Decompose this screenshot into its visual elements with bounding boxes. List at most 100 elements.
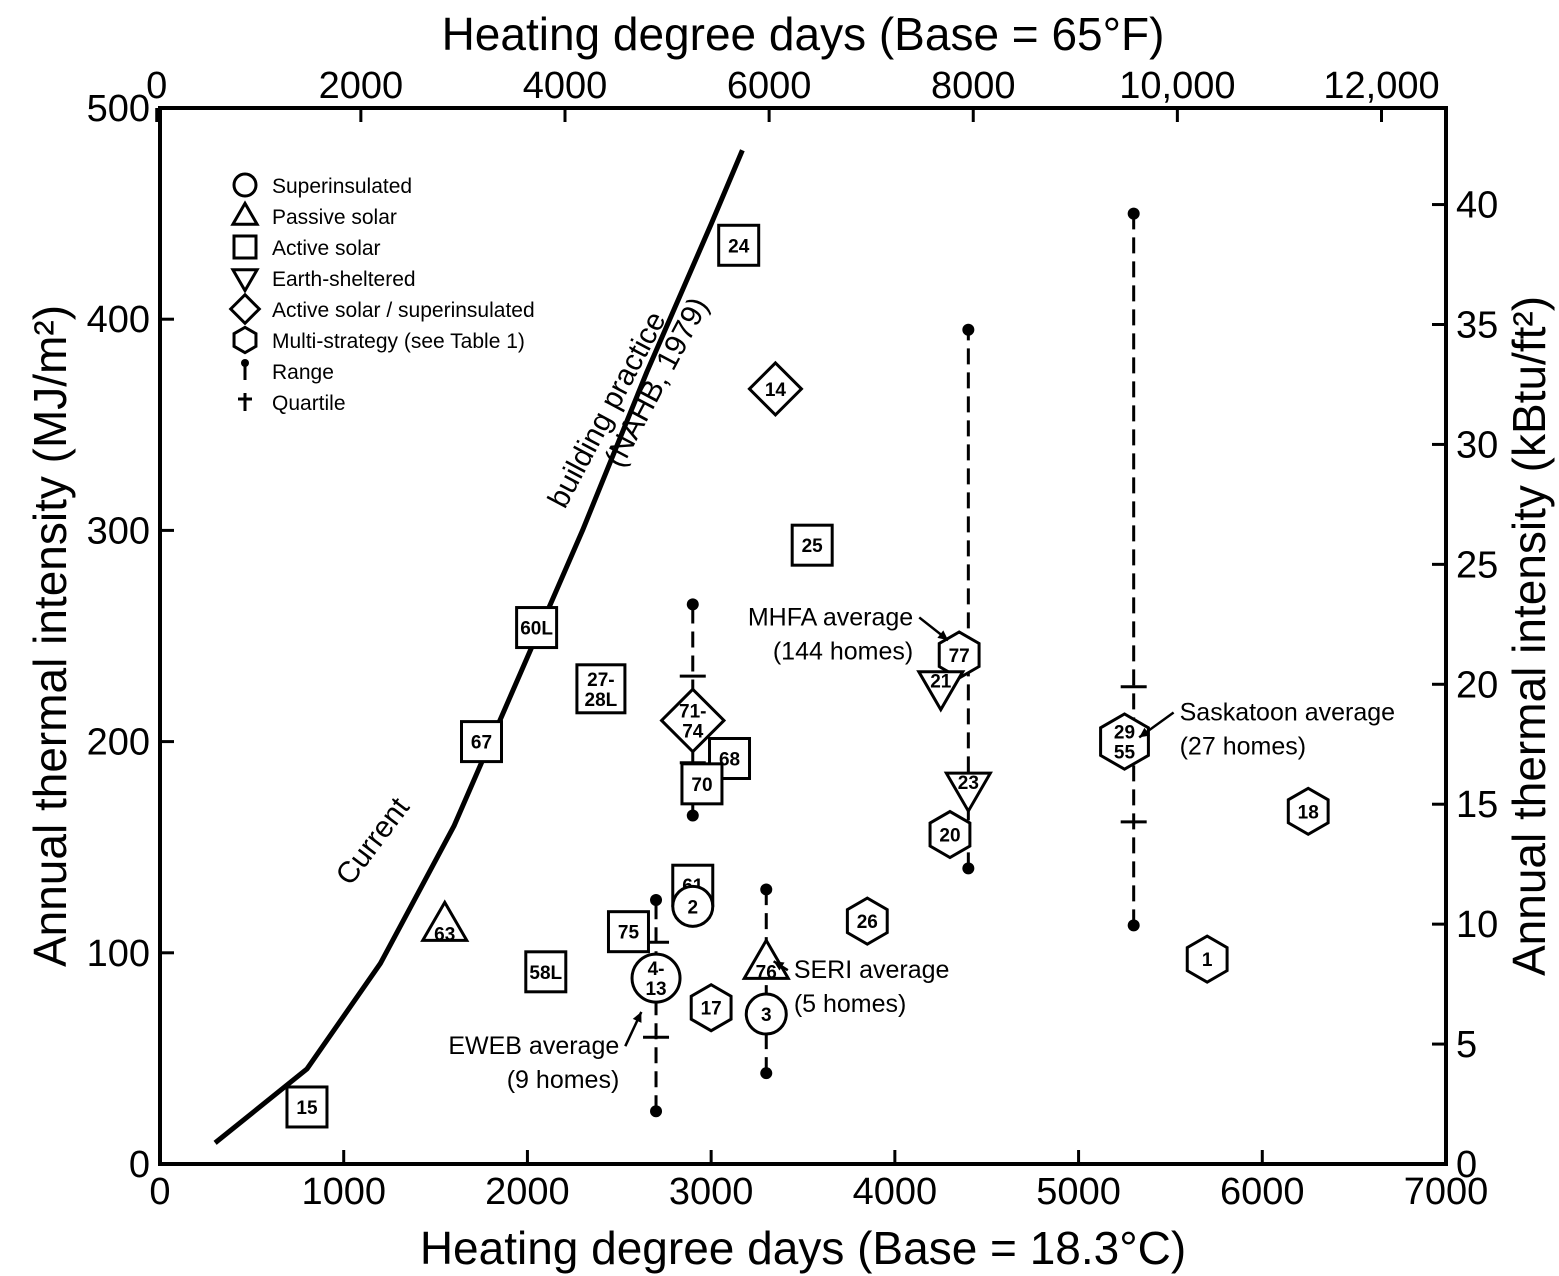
point-label: 70 — [691, 775, 712, 796]
y-tick-label-right: 40 — [1456, 185, 1498, 227]
point-label: 76 — [756, 962, 777, 983]
y-tick-label-right: 30 — [1456, 424, 1498, 466]
legend-diamond-symbol — [228, 292, 262, 326]
x-tick-label-bottom: 7000 — [1404, 1171, 1489, 1213]
annotation-label: EWEB average — [448, 1032, 619, 1060]
y-tick-label-right: 5 — [1456, 1024, 1477, 1066]
point-label: 26 — [857, 912, 878, 933]
point-label: 18 — [1298, 802, 1319, 823]
y-tick-label-right: 35 — [1456, 304, 1498, 346]
x-tick-label-top: 8000 — [931, 65, 1016, 107]
point-square — [790, 523, 834, 567]
point-label: 24 — [728, 236, 750, 257]
point-square — [575, 663, 627, 715]
point-label: 74 — [682, 721, 704, 742]
annotation-arrowhead — [632, 1011, 642, 1023]
point-hexagon — [1286, 786, 1330, 837]
legend-label: Passive solar — [272, 206, 397, 229]
range-max-dot — [686, 598, 699, 611]
point-label: 20 — [939, 826, 960, 847]
point-hexagon — [845, 896, 889, 946]
x-tick-label-bottom: 3000 — [669, 1171, 754, 1213]
range-min-dot — [962, 862, 975, 875]
legend-hexagon-symbol — [232, 325, 258, 355]
y-tick-label-left: 100 — [87, 933, 150, 975]
annotation-label: (27 homes) — [1180, 732, 1306, 760]
x-tick-label-bottom: 5000 — [1036, 1171, 1121, 1213]
point-triangle — [420, 899, 470, 942]
legend-range-dot — [241, 359, 249, 367]
point-label: 77 — [949, 646, 970, 667]
point-label: 60L — [520, 619, 553, 640]
point-label: 63 — [434, 924, 455, 945]
range-min-dot — [1127, 919, 1140, 932]
annotation-label: MHFA average — [748, 603, 913, 631]
x-tick-label-bottom: 2000 — [485, 1171, 570, 1213]
legend-square-symbol — [232, 234, 258, 260]
range-max-dot — [962, 323, 975, 336]
point-circle — [671, 884, 715, 928]
annotation-label: Saskatoon average — [1180, 698, 1395, 726]
y-tick-label-left: 500 — [87, 88, 150, 130]
point-hexagon — [1185, 934, 1229, 984]
annotation-label: (9 homes) — [507, 1066, 620, 1094]
point-label: 27- — [587, 670, 614, 691]
legend-triangle-symbol — [230, 200, 260, 226]
x-tick-label-bottom: 4000 — [853, 1171, 938, 1213]
point-label: 14 — [765, 380, 787, 401]
legend-label: Active solar — [272, 237, 381, 260]
range-min-dot — [760, 1067, 773, 1080]
point-label: 71- — [679, 701, 706, 722]
x-tick-label-bottom: 0 — [149, 1171, 170, 1213]
x-tick-label-top: 10,000 — [1119, 65, 1235, 107]
range-max-dot — [1127, 207, 1140, 220]
legend-circle-symbol — [232, 172, 258, 198]
y-tick-label-right: 20 — [1456, 664, 1498, 706]
annotation-label: SERI average — [794, 956, 950, 984]
y-tick-label-right: 15 — [1456, 784, 1498, 826]
point-label: 28L — [585, 690, 618, 711]
point-label: 2 — [687, 897, 698, 918]
curve-label-current: Current — [330, 791, 417, 891]
point-label: 3 — [761, 1005, 772, 1026]
x-axis-title-top: Heating degree days (Base = 65°F) — [442, 8, 1165, 60]
x-tick-label-top: 0 — [146, 65, 167, 107]
point-square — [285, 1085, 329, 1129]
annotation-arrowhead — [773, 961, 785, 971]
point-label: 55 — [1114, 743, 1136, 764]
x-tick-label-bottom: 6000 — [1220, 1171, 1305, 1213]
x-tick-label-top: 2000 — [319, 65, 404, 107]
annotation-arrowhead — [1139, 727, 1151, 738]
y-tick-label-right: 10 — [1456, 904, 1498, 946]
y-tick-label-left: 0 — [129, 1144, 150, 1186]
point-label: 68 — [719, 749, 740, 770]
point-label: 23 — [958, 773, 979, 794]
point-square — [717, 223, 761, 267]
point-circle — [744, 992, 788, 1036]
legend-label: Earth-sheltered — [272, 268, 416, 291]
range-min-dot — [686, 809, 699, 822]
y-tick-label-right: 25 — [1456, 544, 1498, 586]
range-max-dot — [760, 883, 773, 896]
point-diamond — [659, 687, 727, 754]
x-tick-label-top: 12,000 — [1323, 65, 1439, 107]
point-triangle — [741, 937, 791, 980]
legend-label: Quartile — [272, 392, 346, 415]
annotation-label: (5 homes) — [794, 990, 907, 1018]
point-label: 21 — [930, 672, 952, 693]
x-tick-label-top: 4000 — [523, 65, 608, 107]
y-tick-label-left: 300 — [87, 510, 150, 552]
point-label: 4- — [648, 959, 665, 980]
annotation-label: (144 homes) — [773, 637, 913, 665]
point-label: 15 — [296, 1098, 318, 1119]
range-max-dot — [650, 894, 663, 906]
x-axis-title-bottom: Heating degree days (Base = 18.3°C) — [420, 1222, 1186, 1274]
point-circle — [630, 952, 682, 1004]
point-hexagon — [689, 982, 733, 1033]
point-label: 75 — [618, 923, 640, 944]
plot-frame — [158, 106, 1448, 1166]
point-square — [515, 606, 559, 650]
legend-label: Range — [272, 361, 334, 384]
